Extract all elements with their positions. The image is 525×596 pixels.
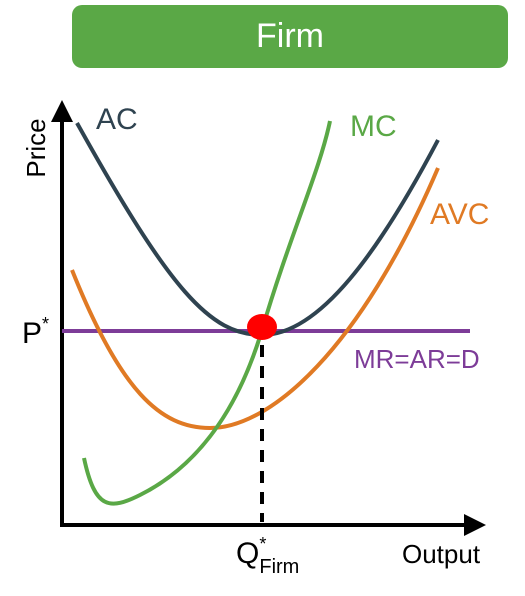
- mc-label: MC: [350, 110, 397, 143]
- q-star-letter: Q: [236, 537, 259, 570]
- equilibrium-point: [247, 314, 277, 340]
- q-star-sup: *: [259, 534, 266, 554]
- x-axis-label: Output: [402, 539, 481, 569]
- y-axis-arrow: [51, 100, 73, 122]
- firm-title: Firm: [256, 17, 324, 55]
- q-star-sub: Firm: [259, 556, 299, 578]
- avc-label: AVC: [430, 198, 489, 231]
- y-axis-label: Price: [21, 118, 51, 177]
- p-star-sup: *: [42, 314, 49, 334]
- ac-label: AC: [96, 103, 138, 136]
- firm-title-banner: Firm: [72, 5, 508, 68]
- ac-curve: [75, 122, 440, 338]
- p-star-label: P*: [22, 314, 49, 350]
- x-axis-arrow: [464, 514, 486, 536]
- p-star-letter: P: [22, 317, 42, 350]
- q-star-firm-label: Q* Firm: [236, 534, 299, 578]
- mr-ar-d-label: MR=AR=D: [354, 344, 480, 374]
- avc-curve: [70, 167, 440, 431]
- mc-curve: [82, 120, 332, 506]
